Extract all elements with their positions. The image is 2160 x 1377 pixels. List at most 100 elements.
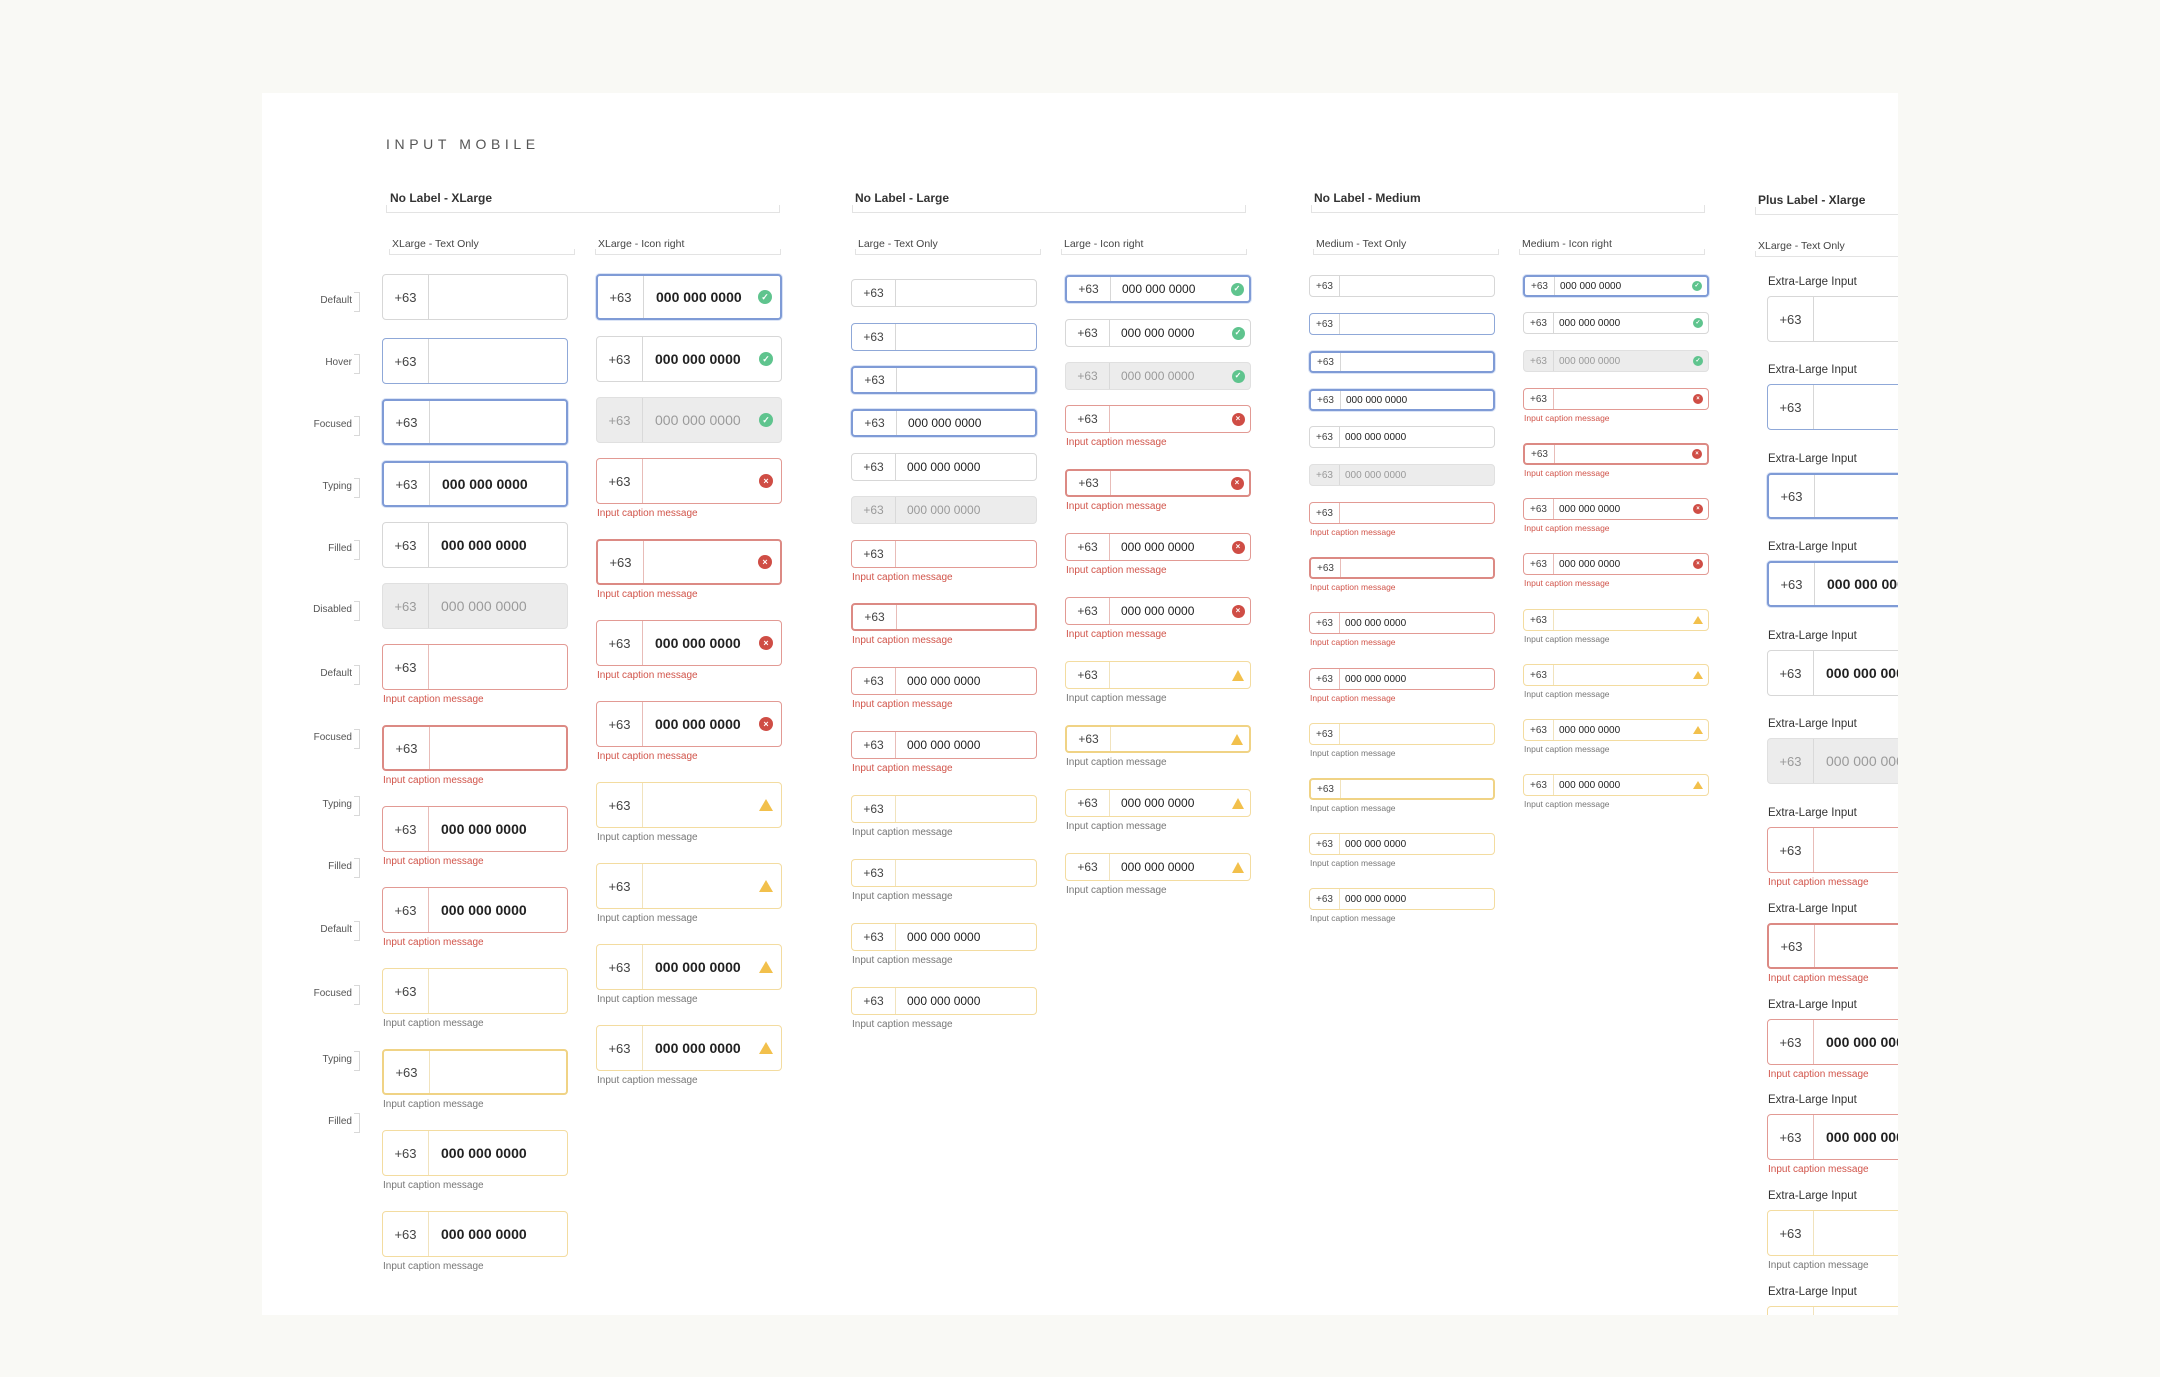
phone-number-value[interactable]: 000 000 0000 xyxy=(1121,860,1195,874)
phone-input[interactable]: +63 000 000 0000 xyxy=(382,461,568,507)
country-code-prefix[interactable]: +63 xyxy=(1769,925,1815,967)
country-code-prefix[interactable]: +63 xyxy=(1067,471,1111,495)
phone-number-value[interactable]: 000 000 0000 xyxy=(907,738,981,752)
phone-input[interactable]: +63 000 000 0000 xyxy=(1767,1114,1898,1160)
country-code-prefix[interactable]: +63 xyxy=(1310,724,1340,744)
phone-input[interactable]: +63 × xyxy=(596,539,782,585)
phone-input[interactable]: +63 × xyxy=(596,458,782,504)
phone-input[interactable]: +63 xyxy=(382,274,568,320)
country-code-prefix[interactable]: +63 xyxy=(1310,427,1340,447)
phone-number-value[interactable]: 000 000 0000 xyxy=(1121,540,1195,554)
phone-input[interactable]: +63 xyxy=(1523,664,1709,686)
phone-input[interactable]: +63 000 000 0000 xyxy=(596,944,782,990)
phone-number-value[interactable]: 000 000 0000 xyxy=(441,537,527,553)
phone-number-value[interactable] xyxy=(1554,389,1688,409)
country-code-prefix[interactable]: +63 xyxy=(384,727,430,769)
phone-input[interactable]: +63 xyxy=(596,782,782,828)
phone-input[interactable]: +63 000 000 0000 xyxy=(1309,833,1495,855)
phone-number-value[interactable]: 000 000 0000 xyxy=(441,1145,527,1161)
phone-number-value[interactable]: 000 000 0000 xyxy=(1827,576,1898,592)
phone-input[interactable]: +63 000 000 0000 xyxy=(1767,561,1898,607)
phone-number-value[interactable]: 000 000 0000 xyxy=(1345,469,1407,481)
phone-number-value[interactable]: 000 000 0000 xyxy=(1121,369,1195,383)
phone-number-value[interactable]: 000 000 0000 xyxy=(441,1226,527,1242)
phone-input[interactable]: +63 xyxy=(382,338,568,384)
country-code-prefix[interactable]: +63 xyxy=(852,860,896,886)
country-code-prefix[interactable]: +63 xyxy=(1524,610,1554,630)
phone-number-value[interactable] xyxy=(1815,925,1898,967)
phone-input[interactable]: +63 000 000 0000 xyxy=(851,409,1037,437)
phone-number-value[interactable]: 000 000 0000 xyxy=(1559,503,1621,515)
phone-input[interactable]: +63 xyxy=(851,323,1037,351)
phone-input[interactable]: +63 × xyxy=(1065,469,1251,497)
phone-number-value[interactable] xyxy=(896,796,1036,822)
country-code-prefix[interactable]: +63 xyxy=(597,337,643,381)
phone-input[interactable]: +63 000 000 0000 xyxy=(1309,888,1495,910)
country-code-prefix[interactable]: +63 xyxy=(383,807,429,851)
phone-input[interactable]: +63 xyxy=(1767,1306,1898,1315)
phone-number-value[interactable]: 000 000 0000 xyxy=(1345,617,1407,629)
phone-input[interactable]: +63 xyxy=(1065,725,1251,753)
phone-input[interactable]: +63 xyxy=(382,1049,568,1095)
country-code-prefix[interactable]: +63 xyxy=(1311,353,1341,371)
country-code-prefix[interactable]: +63 xyxy=(1769,475,1815,517)
phone-number-value[interactable]: 000 000 0000 xyxy=(1560,280,1622,292)
phone-number-value[interactable] xyxy=(897,368,1035,392)
phone-number-value[interactable] xyxy=(1555,445,1687,463)
phone-input[interactable]: +63 xyxy=(851,540,1037,568)
country-code-prefix[interactable]: +63 xyxy=(597,783,643,827)
phone-number-value[interactable] xyxy=(1815,475,1898,517)
country-code-prefix[interactable]: +63 xyxy=(1768,1211,1814,1255)
phone-input[interactable]: +63 × xyxy=(1523,388,1709,410)
phone-input[interactable]: +63 xyxy=(1767,473,1898,519)
country-code-prefix[interactable]: +63 xyxy=(597,702,643,746)
phone-number-value[interactable]: 000 000 0000 xyxy=(1559,355,1621,367)
phone-number-value[interactable]: 000 000 0000 xyxy=(655,959,741,975)
phone-input[interactable]: +63 000 000 0000 ✓ xyxy=(1523,312,1709,334)
phone-number-value[interactable] xyxy=(1814,385,1898,429)
phone-number-value[interactable]: 000 000 0000 xyxy=(655,1040,741,1056)
phone-input[interactable]: +63 xyxy=(382,725,568,771)
country-code-prefix[interactable]: +63 xyxy=(1311,780,1341,798)
phone-number-value[interactable] xyxy=(1340,724,1494,744)
phone-number-value[interactable]: 000 000 0000 xyxy=(655,635,741,651)
country-code-prefix[interactable]: +63 xyxy=(1310,276,1340,296)
phone-number-value[interactable]: 000 000 0000 xyxy=(441,598,527,614)
country-code-prefix[interactable]: +63 xyxy=(597,864,643,908)
country-code-prefix[interactable]: +63 xyxy=(852,988,896,1014)
country-code-prefix[interactable]: +63 xyxy=(384,1051,430,1093)
phone-number-value[interactable] xyxy=(1340,276,1494,296)
phone-input[interactable]: +63 000 000 0000 × xyxy=(1065,597,1251,625)
country-code-prefix[interactable]: +63 xyxy=(1768,385,1814,429)
phone-input[interactable]: +63 000 000 0000 xyxy=(851,731,1037,759)
country-code-prefix[interactable]: +63 xyxy=(1066,363,1110,389)
country-code-prefix[interactable]: +63 xyxy=(1066,406,1110,432)
phone-input[interactable]: +63 000 000 0000 ✓ xyxy=(1065,319,1251,347)
phone-number-value[interactable] xyxy=(430,727,566,769)
phone-number-value[interactable] xyxy=(643,864,751,908)
phone-input[interactable]: +63 000 000 0000 xyxy=(382,522,568,568)
phone-number-value[interactable] xyxy=(897,605,1035,629)
country-code-prefix[interactable]: +63 xyxy=(1525,277,1555,295)
phone-number-value[interactable]: 000 000 0000 xyxy=(1345,673,1407,685)
country-code-prefix[interactable]: +63 xyxy=(1310,889,1340,909)
phone-number-value[interactable] xyxy=(643,459,751,503)
phone-number-value[interactable]: 000 000 0000 xyxy=(908,416,982,430)
phone-input[interactable]: +63 × xyxy=(1065,405,1251,433)
country-code-prefix[interactable]: +63 xyxy=(597,621,643,665)
country-code-prefix[interactable]: +63 xyxy=(1310,314,1340,334)
phone-number-value[interactable]: 000 000 0000 xyxy=(656,289,742,305)
phone-input[interactable]: +63 000 000 0000 xyxy=(851,453,1037,481)
phone-number-value[interactable]: 000 000 0000 xyxy=(1345,893,1407,905)
country-code-prefix[interactable]: +63 xyxy=(1768,1307,1814,1315)
phone-number-value[interactable] xyxy=(1814,1211,1898,1255)
country-code-prefix[interactable]: +63 xyxy=(1768,1020,1814,1064)
phone-number-value[interactable]: 000 000 0000 xyxy=(1826,753,1898,769)
phone-input[interactable]: +63 xyxy=(1767,384,1898,430)
phone-input[interactable]: +63 000 000 0000 xyxy=(851,987,1037,1015)
phone-input[interactable]: +63 xyxy=(1309,557,1495,579)
country-code-prefix[interactable]: +63 xyxy=(1066,854,1110,880)
country-code-prefix[interactable]: +63 xyxy=(852,796,896,822)
phone-input[interactable]: +63 000 000 0000 × xyxy=(1065,533,1251,561)
phone-input[interactable]: +63 000 000 0000 × xyxy=(1523,498,1709,520)
